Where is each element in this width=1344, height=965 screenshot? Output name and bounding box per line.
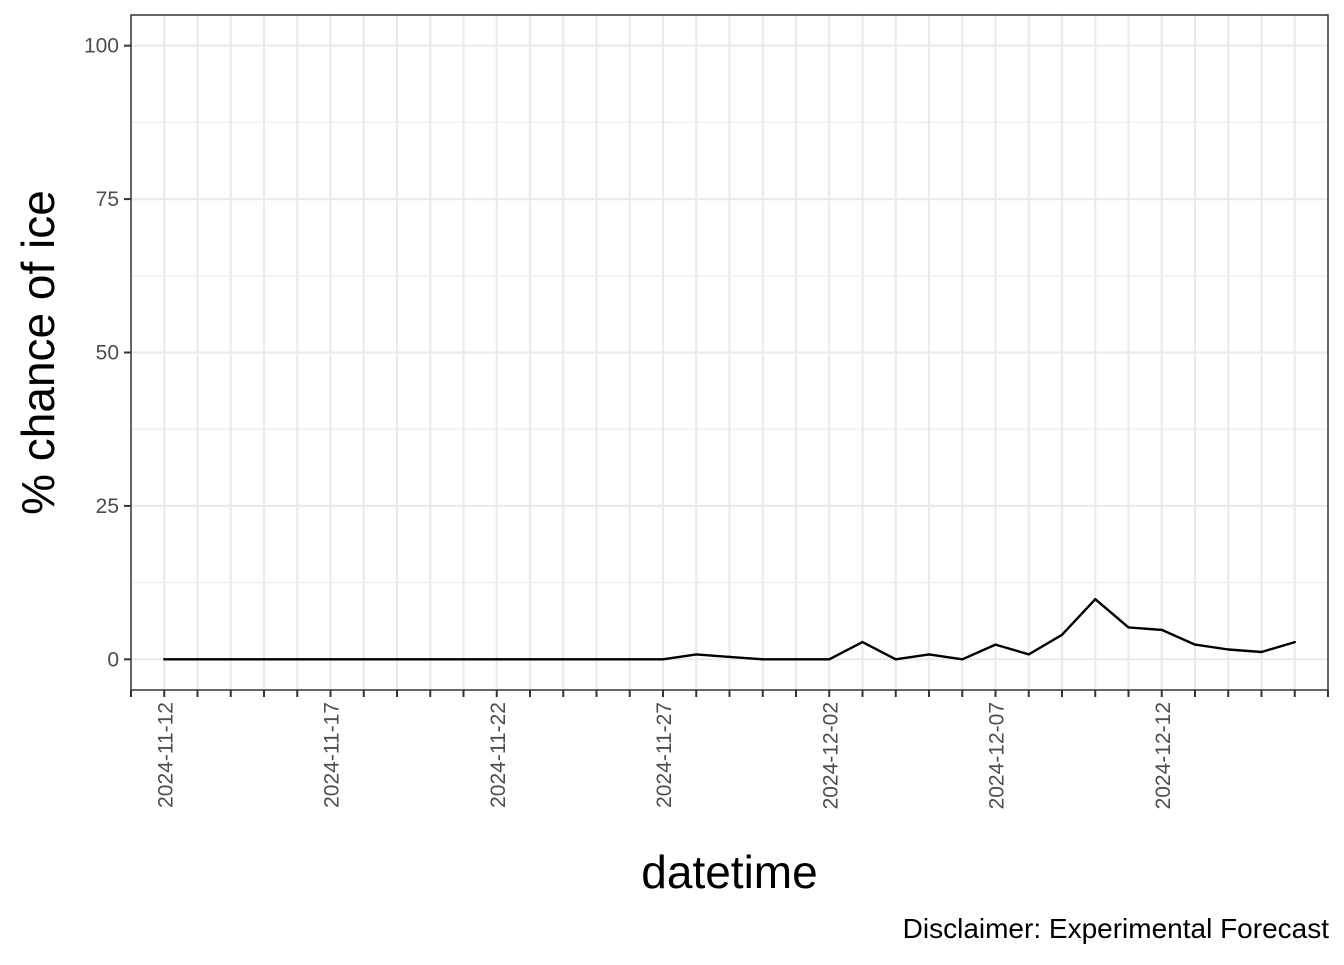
data-point bbox=[1060, 633, 1064, 636]
data-point bbox=[761, 658, 764, 661]
x-tick-label: 2024-12-02 bbox=[819, 702, 842, 809]
data-point bbox=[1193, 643, 1197, 646]
x-tick-label: 2024-11-17 bbox=[321, 702, 344, 808]
data-point bbox=[296, 658, 299, 661]
data-point bbox=[994, 643, 997, 646]
data-point bbox=[1027, 653, 1030, 656]
data-point bbox=[1260, 650, 1263, 654]
data-point bbox=[1127, 626, 1130, 629]
data-point bbox=[894, 658, 897, 661]
data-point bbox=[1293, 640, 1296, 644]
x-tick-label: 2024-11-12 bbox=[154, 702, 177, 808]
y-tick-label: 100 bbox=[84, 35, 119, 58]
data-point bbox=[927, 653, 931, 656]
data-point bbox=[229, 658, 232, 661]
data-point bbox=[728, 655, 731, 659]
data-point bbox=[163, 658, 166, 661]
data-point bbox=[429, 658, 432, 661]
y-tick-label: 50 bbox=[96, 342, 119, 365]
caption: Disclaimer: Experimental Forecast bbox=[903, 913, 1330, 944]
data-point bbox=[495, 658, 498, 661]
grid bbox=[131, 15, 1328, 690]
y-axis: 0 25 50 75 100 bbox=[84, 35, 131, 671]
x-axis-title: datetime bbox=[641, 846, 817, 898]
data-point bbox=[362, 658, 365, 661]
data-point bbox=[1227, 648, 1230, 651]
data-point bbox=[828, 658, 831, 661]
x-tick-label: 2024-11-22 bbox=[487, 702, 510, 808]
y-tick-label: 75 bbox=[96, 188, 119, 211]
data-point bbox=[196, 658, 199, 661]
data-point bbox=[695, 653, 698, 656]
y-axis-title: % chance of ice bbox=[12, 190, 64, 515]
data-point bbox=[462, 658, 465, 661]
x-tick-label: 2024-12-07 bbox=[986, 702, 1009, 809]
series-layer bbox=[163, 597, 1296, 661]
data-point bbox=[661, 658, 665, 661]
data-point bbox=[262, 658, 266, 661]
data-point bbox=[861, 640, 864, 644]
x-tick-label: 2024-12-12 bbox=[1152, 702, 1175, 809]
data-point bbox=[528, 658, 532, 661]
data-point bbox=[628, 658, 631, 661]
y-tick-label: 25 bbox=[96, 495, 119, 518]
data-point bbox=[395, 658, 399, 661]
data-point bbox=[562, 658, 565, 661]
data-point bbox=[1160, 628, 1163, 632]
data-point bbox=[1094, 597, 1097, 601]
data-point bbox=[595, 658, 598, 661]
x-axis: 2024-11-12 2024-11-17 2024-11-22 2024-11-27… bbox=[130, 690, 1329, 809]
data-point bbox=[794, 658, 798, 661]
y-tick-label: 0 bbox=[107, 648, 119, 671]
data-point bbox=[329, 658, 332, 661]
x-tick-label: 2024-11-27 bbox=[653, 702, 676, 808]
data-point bbox=[961, 658, 964, 661]
